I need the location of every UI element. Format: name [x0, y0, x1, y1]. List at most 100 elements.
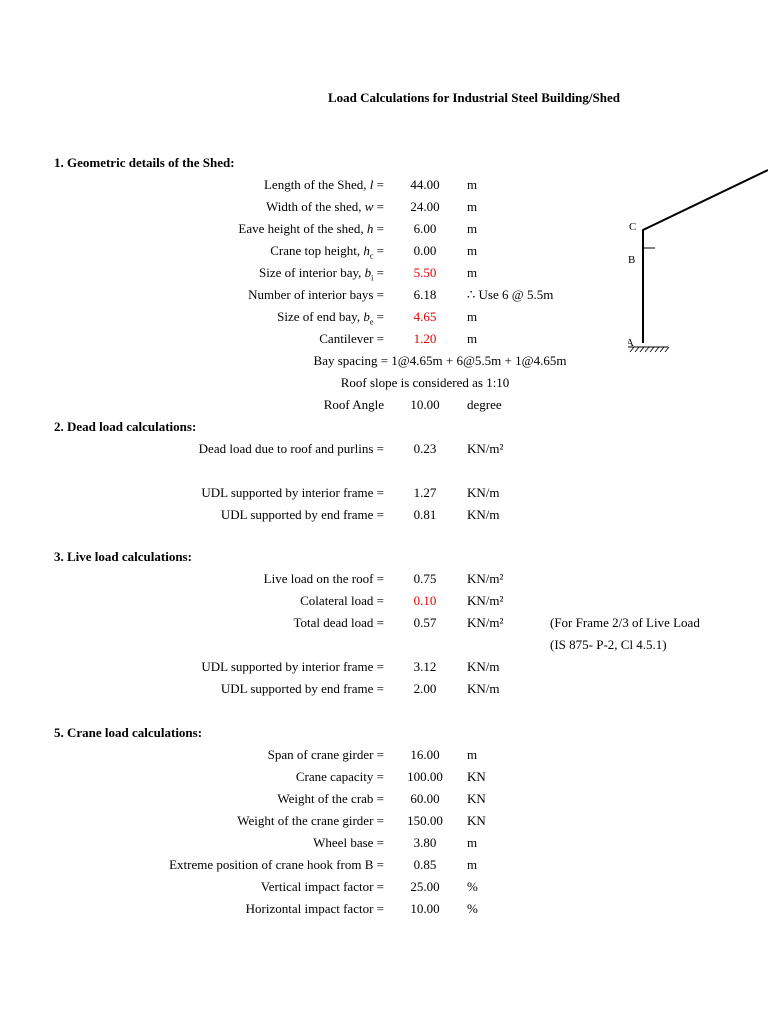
row-unit: m [467, 221, 478, 236]
row-value: 10.00 [410, 901, 440, 916]
row-unit: KN/m [467, 659, 500, 674]
row-value: 0.75 [413, 571, 437, 586]
row-label: Weight of the crane girder = [0, 813, 384, 829]
label-symbol: b [364, 265, 372, 280]
row-unit: m [467, 199, 478, 214]
label-eq: = [373, 265, 384, 280]
section-heading: 3. Live load calculations: [54, 549, 192, 564]
row-unit: m [467, 331, 478, 346]
row-label: Roof Angle [0, 397, 384, 413]
label-text: UDL supported by interior frame = [201, 485, 384, 500]
row-unit: m [467, 265, 478, 280]
label-text: Number of interior bays = [248, 287, 384, 302]
label-text: Width of the shed, [265, 199, 365, 214]
row-unit: ∴ Use 6 @ 5.5m [467, 287, 554, 302]
row-value: 3.80 [413, 835, 437, 850]
section-heading: 2. Dead load calculations: [54, 419, 197, 434]
row-label: Dead load due to roof and purlins = [0, 441, 384, 457]
label-symbol: b [363, 309, 370, 324]
row-label: Size of end bay, be = [0, 309, 384, 331]
label-text: Colateral load = [300, 593, 384, 608]
label-text: UDL supported by interior frame = [201, 659, 384, 674]
row-label: Vertical impact factor = [0, 879, 384, 895]
row-unit: m [467, 747, 478, 762]
document-title: Load Calculations for Industrial Steel B… [328, 90, 620, 105]
label-eq: = [373, 309, 384, 324]
row-value: 0.85 [413, 857, 437, 872]
frame-line [642, 169, 768, 343]
row-value: 25.00 [410, 879, 440, 894]
row-value: 2.00 [413, 681, 437, 696]
centered-text: Roof slope is considered as 1:10 [340, 375, 510, 390]
label-text: Cantilever = [319, 331, 384, 346]
label-eq: = [373, 177, 384, 192]
row-value: 0.10 [413, 593, 437, 608]
label-text: Roof Angle [323, 397, 384, 412]
node-label: B [628, 254, 635, 266]
row-value: 1.27 [413, 485, 437, 500]
row-unit: KN [467, 791, 486, 806]
row-label: Colateral load = [0, 593, 384, 609]
row-unit: KN/m [467, 507, 500, 522]
row-label: Horizontal impact factor = [0, 901, 384, 917]
row-unit: m [467, 243, 478, 258]
node-label: C [629, 221, 636, 233]
label-text: Length of the Shed, [263, 177, 370, 192]
row-unit: m [467, 835, 478, 850]
row-label: Wheel base = [0, 835, 384, 851]
label-subscript: c [369, 251, 374, 261]
row-label: Weight of the crab = [0, 791, 384, 807]
row-value: 24.00 [410, 199, 440, 214]
label-text: Total dead load = [293, 615, 384, 630]
label-text: Weight of the crab = [277, 791, 384, 806]
row-value: 60.00 [410, 791, 440, 806]
frame-diagram: C B A [628, 169, 768, 353]
row-value: 44.00 [410, 177, 440, 192]
label-subscript: e [369, 317, 374, 327]
row-label: Size of interior bay, bi = [0, 265, 384, 287]
row-unit: KN [467, 813, 486, 828]
row-label: Eave height of the shed, h = [0, 221, 384, 237]
row-value: 16.00 [410, 747, 440, 762]
label-text: Crane capacity = [295, 769, 384, 784]
row-unit: KN/m² [467, 571, 504, 586]
row-unit: KN/m [467, 681, 500, 696]
row-label: UDL supported by interior frame = [0, 485, 384, 501]
row-label: Extreme position of crane hook from B = [0, 857, 384, 873]
row-value: 4.65 [413, 309, 437, 324]
label-eq: = [373, 221, 384, 236]
row-value: 6.18 [413, 287, 437, 302]
label-text: UDL supported by end frame = [220, 507, 384, 522]
row-value: 0.81 [413, 507, 437, 522]
row-unit: m [467, 309, 478, 324]
label-symbol: h [363, 243, 370, 258]
row-unit: m [467, 857, 478, 872]
label-text: Live load on the roof = [263, 571, 384, 586]
label-text: Horizontal impact factor = [245, 901, 384, 916]
label-subscript: i [371, 273, 374, 283]
row-label: Width of the shed, w = [0, 199, 384, 215]
row-value: 0.57 [413, 615, 437, 630]
row-label: UDL supported by end frame = [0, 681, 384, 697]
label-text: Size of end bay, [277, 309, 364, 324]
support-hatch [629, 346, 670, 353]
row-unit: KN/m² [467, 593, 504, 608]
row-label: Span of crane girder = [0, 747, 384, 763]
row-label: UDL supported by end frame = [0, 507, 384, 523]
label-text: UDL supported by end frame = [220, 681, 384, 696]
row-unit: % [467, 879, 478, 894]
row-unit: KN/m² [467, 615, 504, 630]
label-text: Span of crane girder = [267, 747, 384, 762]
row-note: (IS 875- P-2, Cl 4.5.1) [550, 637, 667, 652]
label-text: Dead load due to roof and purlins = [198, 441, 384, 456]
label-text: Crane top height, [270, 243, 364, 258]
row-value: 1.20 [413, 331, 437, 346]
section-heading: 1. Geometric details of the Shed: [54, 155, 235, 170]
label-symbol: w [364, 199, 374, 214]
row-label: Crane top height, hc = [0, 243, 384, 265]
row-value: 10.00 [410, 397, 440, 412]
row-unit: degree [467, 397, 502, 412]
row-value: 0.23 [413, 441, 437, 456]
row-value: 6.00 [413, 221, 437, 236]
